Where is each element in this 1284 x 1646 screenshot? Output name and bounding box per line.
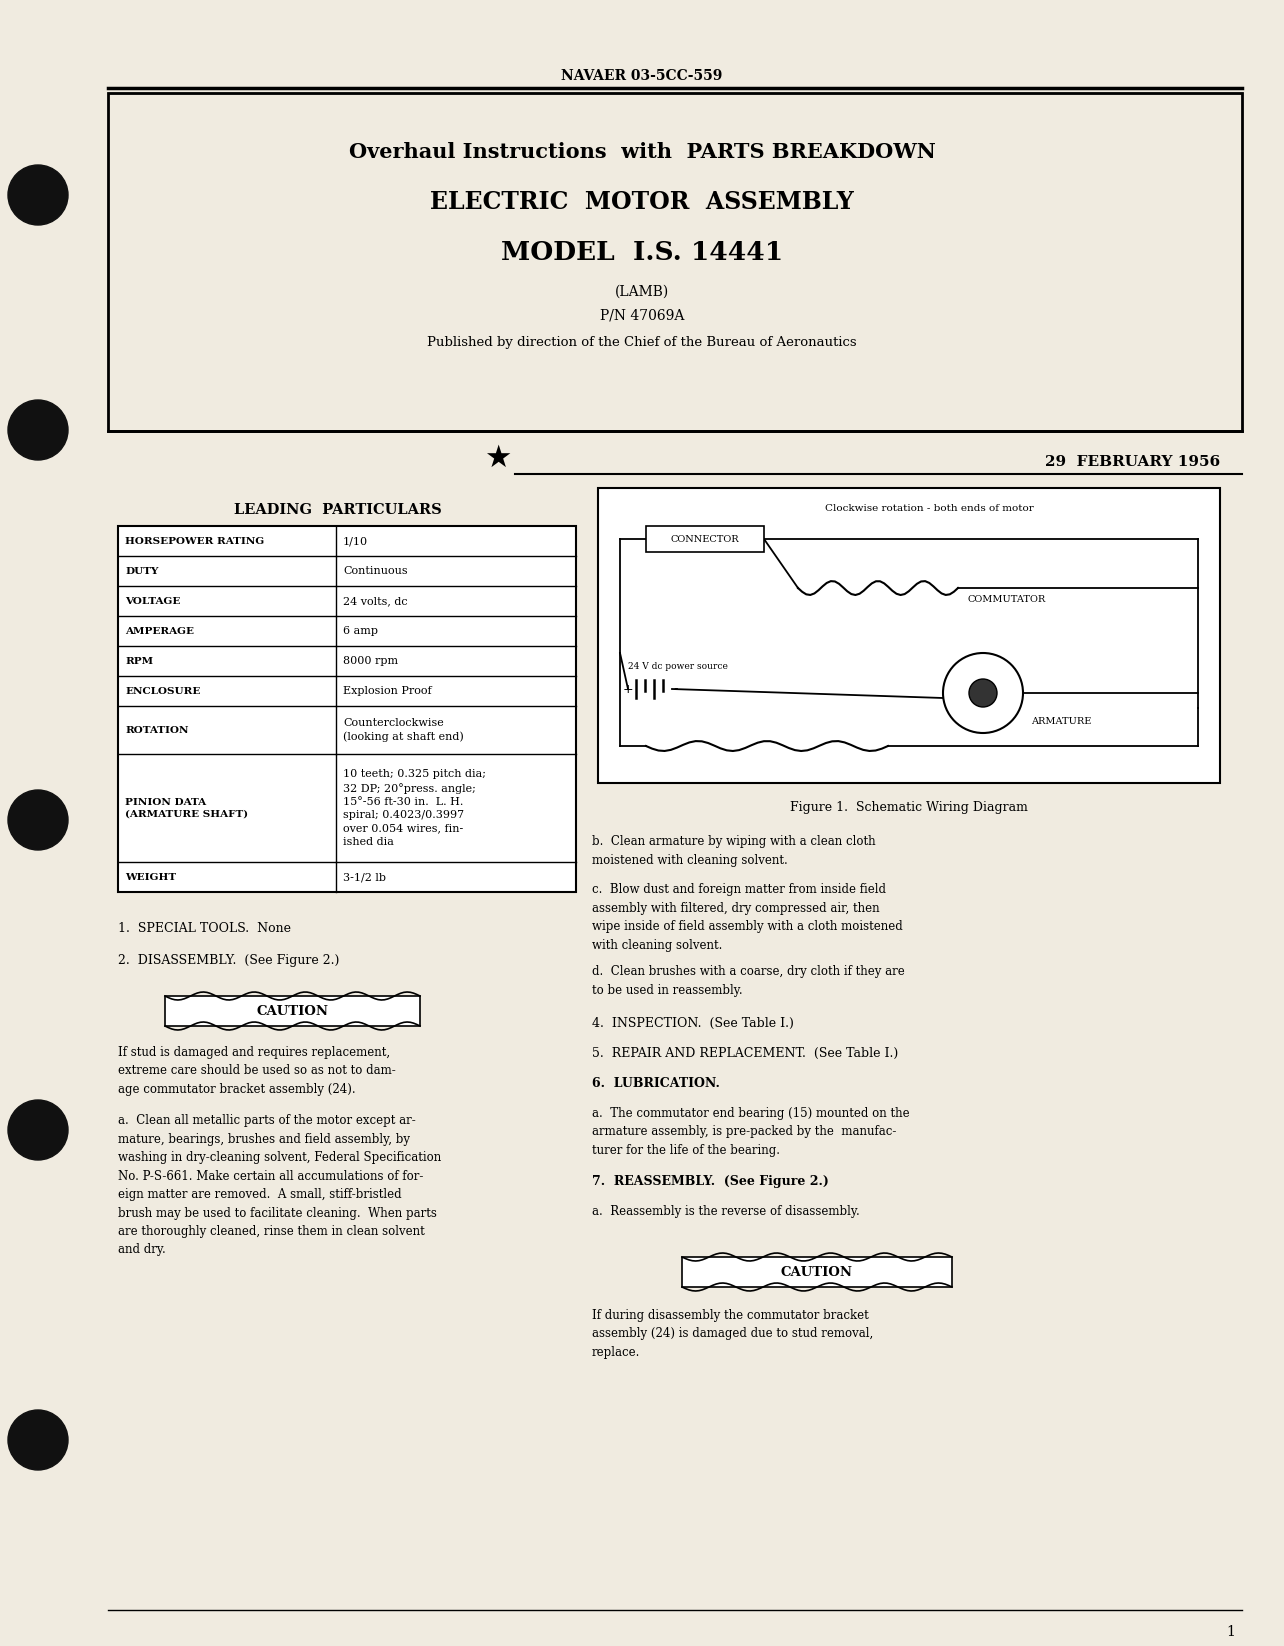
Bar <box>598 487 1220 783</box>
Text: b.  Clean armature by wiping with a clean cloth
moistened with cleaning solvent.: b. Clean armature by wiping with a clean… <box>592 835 876 866</box>
Text: Explosion Proof: Explosion Proof <box>343 686 431 696</box>
Text: LEADING  PARTICULARS: LEADING PARTICULARS <box>234 504 442 517</box>
Text: 3-1/2 lb: 3-1/2 lb <box>343 872 386 882</box>
Circle shape <box>8 790 68 849</box>
Text: 5.  REPAIR AND REPLACEMENT.  (See Table I.): 5. REPAIR AND REPLACEMENT. (See Table I.… <box>592 1047 899 1060</box>
Text: P/N 47069A: P/N 47069A <box>600 308 684 323</box>
Circle shape <box>8 165 68 226</box>
Text: ELECTRIC  MOTOR  ASSEMBLY: ELECTRIC MOTOR ASSEMBLY <box>430 189 854 214</box>
Bar <box>682 1258 951 1287</box>
Text: CAUTION: CAUTION <box>781 1266 853 1279</box>
Text: +: + <box>623 683 633 696</box>
Text: a.  Clean all metallic parts of the motor except ar-
mature, bearings, brushes a: a. Clean all metallic parts of the motor… <box>118 1114 442 1256</box>
Text: 1/10: 1/10 <box>343 537 369 546</box>
Text: CONNECTOR: CONNECTOR <box>670 535 740 543</box>
Text: -: - <box>674 683 678 696</box>
Text: 10 teeth; 0.325 pitch dia;
32 DP; 20°press. angle;
15°-56 ft-30 in.  L. H.
spira: 10 teeth; 0.325 pitch dia; 32 DP; 20°pre… <box>343 769 487 846</box>
Text: If during disassembly the commutator bracket
assembly (24) is damaged due to stu: If during disassembly the commutator bra… <box>592 1309 873 1360</box>
Circle shape <box>8 400 68 459</box>
Text: 1.  SPECIAL TOOLS.  None: 1. SPECIAL TOOLS. None <box>118 922 291 935</box>
Text: DUTY: DUTY <box>125 566 158 576</box>
Text: ARMATURE: ARMATURE <box>1031 716 1091 726</box>
Text: WEIGHT: WEIGHT <box>125 872 176 882</box>
Text: RPM: RPM <box>125 657 153 665</box>
Text: Overhaul Instructions  with  PARTS BREAKDOWN: Overhaul Instructions with PARTS BREAKDO… <box>348 142 936 161</box>
Bar <box>166 996 420 1025</box>
Text: If stud is damaged and requires replacement,
extreme care should be used so as n: If stud is damaged and requires replacem… <box>118 1045 395 1096</box>
Circle shape <box>8 1411 68 1470</box>
Text: ★: ★ <box>484 443 512 472</box>
Text: HORSEPOWER RATING: HORSEPOWER RATING <box>125 537 265 545</box>
Text: a.  The commutator end bearing (15) mounted on the
armature assembly, is pre-pac: a. The commutator end bearing (15) mount… <box>592 1108 909 1157</box>
Text: NAVAER 03-5CC-559: NAVAER 03-5CC-559 <box>561 69 723 82</box>
Text: 29  FEBRUARY 1956: 29 FEBRUARY 1956 <box>1045 454 1220 469</box>
Text: 6.  LUBRICATION.: 6. LUBRICATION. <box>592 1076 720 1090</box>
Text: MODEL  I.S. 14441: MODEL I.S. 14441 <box>501 240 783 265</box>
Text: PINION DATA
(ARMATURE SHAFT): PINION DATA (ARMATURE SHAFT) <box>125 798 248 818</box>
Text: Counterclockwise
(looking at shaft end): Counterclockwise (looking at shaft end) <box>343 718 464 742</box>
Text: d.  Clean brushes with a coarse, dry cloth if they are
to be used in reassembly.: d. Clean brushes with a coarse, dry clot… <box>592 965 905 996</box>
Text: 7.  REASSEMBLY.  (See Figure 2.): 7. REASSEMBLY. (See Figure 2.) <box>592 1175 829 1188</box>
Text: Continuous: Continuous <box>343 566 407 576</box>
Text: 4.  INSPECTION.  (See Table I.): 4. INSPECTION. (See Table I.) <box>592 1017 794 1030</box>
Text: c.  Blow dust and foreign matter from inside field
assembly with filtered, dry c: c. Blow dust and foreign matter from ins… <box>592 882 903 951</box>
Text: 24 volts, dc: 24 volts, dc <box>343 596 407 606</box>
Circle shape <box>969 680 996 708</box>
Text: a.  Reassembly is the reverse of disassembly.: a. Reassembly is the reverse of disassem… <box>592 1205 860 1218</box>
Text: 8000 rpm: 8000 rpm <box>343 657 398 667</box>
Text: 24 V dc power source: 24 V dc power source <box>628 662 728 670</box>
Bar <box>646 527 764 551</box>
Text: COMMUTATOR: COMMUTATOR <box>968 596 1046 604</box>
Text: Figure 1.  Schematic Wiring Diagram: Figure 1. Schematic Wiring Diagram <box>790 800 1028 813</box>
Text: VOLTAGE: VOLTAGE <box>125 596 180 606</box>
Text: CAUTION: CAUTION <box>257 1004 329 1017</box>
Circle shape <box>8 1100 68 1160</box>
Text: ROTATION: ROTATION <box>125 726 189 734</box>
Text: 6 amp: 6 amp <box>343 625 377 635</box>
Text: (LAMB): (LAMB) <box>615 285 669 300</box>
Text: 2.  DISASSEMBLY.  (See Figure 2.): 2. DISASSEMBLY. (See Figure 2.) <box>118 955 339 966</box>
Circle shape <box>942 653 1023 732</box>
Text: Published by direction of the Chief of the Bureau of Aeronautics: Published by direction of the Chief of t… <box>428 336 856 349</box>
Text: ENCLOSURE: ENCLOSURE <box>125 686 200 696</box>
Bar <box>118 527 577 892</box>
Text: Clockwise rotation - both ends of motor: Clockwise rotation - both ends of motor <box>824 504 1034 512</box>
Text: AMPERAGE: AMPERAGE <box>125 627 194 635</box>
Text: 1: 1 <box>1226 1625 1235 1639</box>
Bar <box>108 94 1242 431</box>
